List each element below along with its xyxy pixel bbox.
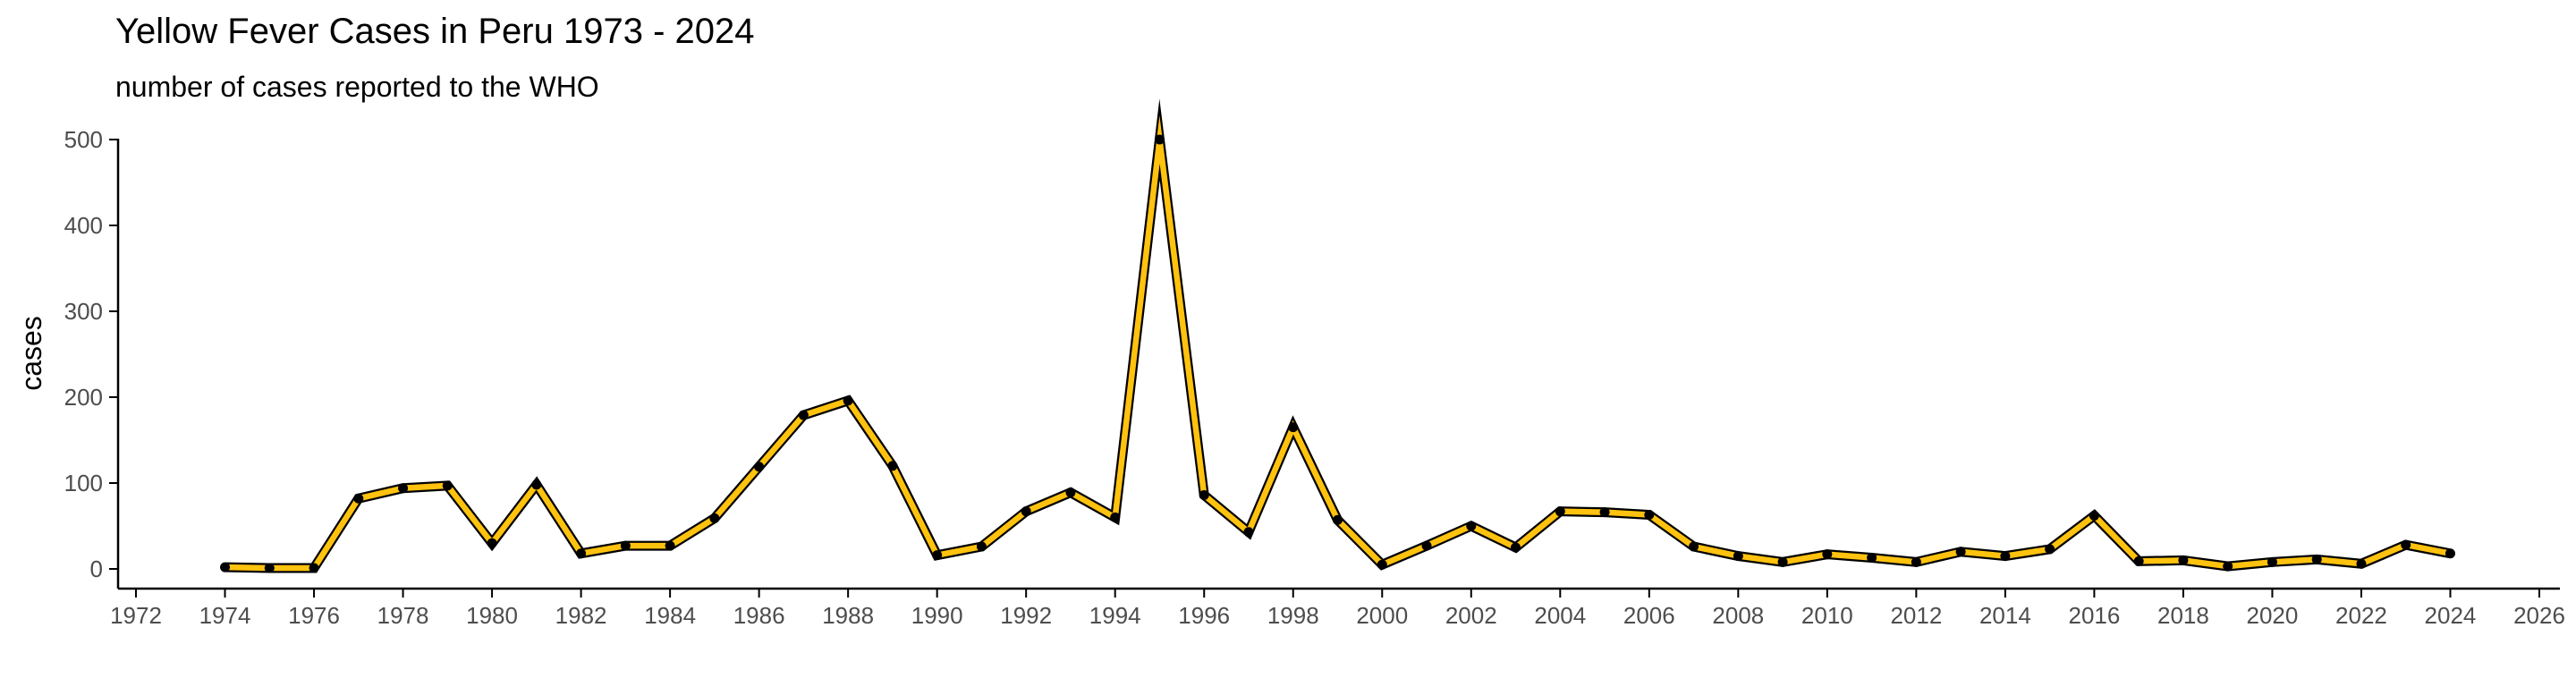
chart-title: Yellow Fever Cases in Peru 1973 - 2024 bbox=[115, 12, 755, 51]
x-tick-label: 2002 bbox=[1445, 602, 1497, 629]
data-point bbox=[887, 461, 898, 471]
x-tick-label: 2004 bbox=[1534, 602, 1586, 629]
series-line-outline bbox=[225, 98, 2452, 573]
data-point bbox=[1421, 540, 1432, 551]
data-point bbox=[1377, 559, 1387, 570]
data-point bbox=[1154, 134, 1165, 145]
data-point bbox=[1243, 527, 1254, 538]
data-point bbox=[976, 541, 987, 552]
data-point bbox=[1822, 549, 1833, 560]
data-point bbox=[1065, 488, 1076, 498]
y-tick-label: 300 bbox=[64, 298, 103, 325]
data-point bbox=[531, 479, 542, 490]
data-point bbox=[398, 483, 409, 494]
x-tick-label: 1980 bbox=[466, 602, 518, 629]
x-tick-label: 1984 bbox=[644, 602, 696, 629]
x-tick-label: 1976 bbox=[288, 602, 340, 629]
x-tick-label: 2020 bbox=[2247, 602, 2299, 629]
data-point bbox=[1867, 553, 1877, 564]
data-point bbox=[264, 563, 275, 573]
data-point bbox=[2356, 558, 2367, 569]
y-tick-label: 500 bbox=[64, 126, 103, 153]
x-tick-label: 1996 bbox=[1178, 602, 1230, 629]
chart-subtitle: number of cases reported to the WHO bbox=[115, 71, 599, 103]
data-point bbox=[2133, 556, 2144, 566]
data-point bbox=[2178, 555, 2189, 565]
y-tick-label: 0 bbox=[90, 556, 103, 582]
data-point bbox=[2267, 556, 2277, 567]
x-tick-label: 2008 bbox=[1712, 602, 1764, 629]
data-point bbox=[1689, 541, 1699, 552]
plot-area: 0 100 200 300 400 500 1972 1974 1976 1978 1980 1982… bbox=[64, 98, 2565, 629]
x-tick-label: 1982 bbox=[555, 602, 607, 629]
x-tick-label: 2006 bbox=[1623, 602, 1675, 629]
x-tick-label: 2014 bbox=[1979, 602, 2031, 629]
data-point bbox=[576, 548, 587, 559]
x-tick-label: 2018 bbox=[2157, 602, 2209, 629]
data-point bbox=[220, 562, 231, 572]
x-tick-label: 2010 bbox=[1801, 602, 1853, 629]
x-tick-label: 1986 bbox=[733, 602, 785, 629]
data-point bbox=[2445, 548, 2455, 559]
x-tick-label: 2024 bbox=[2425, 602, 2477, 629]
data-point bbox=[2045, 544, 2055, 555]
data-point bbox=[1021, 506, 1031, 517]
data-point bbox=[1955, 547, 1966, 557]
x-tick-label: 2000 bbox=[1356, 602, 1408, 629]
data-point bbox=[2000, 551, 2011, 562]
x-tick-label: 1994 bbox=[1089, 602, 1141, 629]
x-tick-label: 1972 bbox=[110, 602, 162, 629]
x-tick-label: 1992 bbox=[1000, 602, 1052, 629]
data-point bbox=[620, 540, 631, 551]
series-line bbox=[225, 115, 2452, 572]
data-point bbox=[1288, 422, 1299, 433]
data-point bbox=[1777, 556, 1788, 567]
x-tick-label: 1978 bbox=[377, 602, 429, 629]
y-axis-label: cases bbox=[15, 316, 47, 391]
x-tick-label: 2012 bbox=[1890, 602, 1942, 629]
x-tick-label: 1988 bbox=[822, 602, 874, 629]
data-point bbox=[1599, 507, 1610, 518]
data-point bbox=[665, 540, 675, 551]
data-point bbox=[754, 462, 765, 472]
data-point bbox=[1199, 489, 1209, 500]
data-point bbox=[487, 538, 497, 548]
data-point bbox=[1110, 512, 1121, 522]
data-point bbox=[1644, 510, 1655, 521]
x-tick-label: 1998 bbox=[1267, 602, 1319, 629]
data-point bbox=[798, 410, 809, 420]
x-tick-label: 1990 bbox=[911, 602, 963, 629]
data-point bbox=[709, 513, 720, 523]
data-point bbox=[1333, 514, 1343, 525]
data-point bbox=[1911, 556, 1921, 567]
data-point bbox=[309, 563, 319, 573]
data-point bbox=[442, 480, 453, 491]
data-point bbox=[1466, 521, 1477, 531]
y-tick-label: 400 bbox=[64, 212, 103, 239]
y-tick-label: 100 bbox=[64, 470, 103, 496]
data-point bbox=[1555, 506, 1565, 517]
data-point bbox=[353, 493, 364, 504]
data-point bbox=[2089, 510, 2099, 521]
data-point bbox=[932, 550, 943, 561]
y-tick-label: 200 bbox=[64, 384, 103, 411]
x-tick-label: 2016 bbox=[2068, 602, 2120, 629]
x-tick-label: 1974 bbox=[199, 602, 251, 629]
data-point bbox=[2311, 554, 2322, 564]
data-point bbox=[1511, 542, 1521, 553]
x-tick-label: 2026 bbox=[2513, 602, 2565, 629]
data-point bbox=[1733, 551, 1743, 562]
data-point bbox=[2401, 539, 2411, 550]
data-point bbox=[2223, 561, 2233, 572]
data-point bbox=[843, 395, 853, 406]
x-tick-label: 2022 bbox=[2335, 602, 2387, 629]
